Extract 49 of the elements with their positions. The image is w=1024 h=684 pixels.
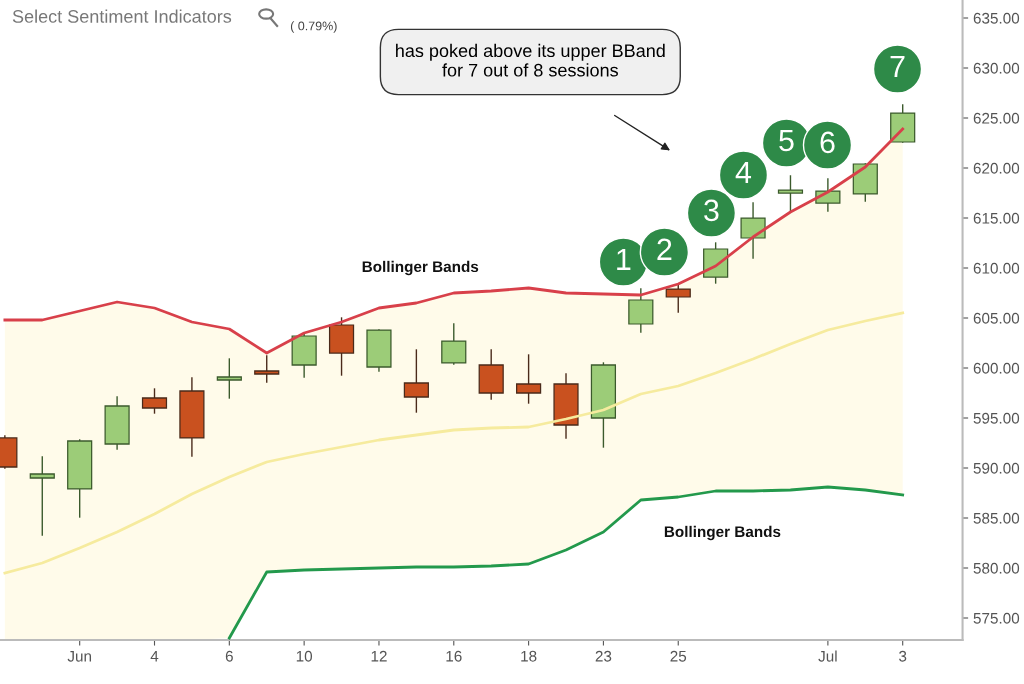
candlestick <box>141 388 168 414</box>
x-tick-label: 3 <box>899 650 907 662</box>
candlestick <box>441 323 467 365</box>
candlestick <box>628 288 654 333</box>
annotation: Bollinger Bands <box>362 260 479 276</box>
y-tick-label: 625.00 <box>973 112 1020 124</box>
y-tick-label: 605.00 <box>973 312 1020 324</box>
y-tick-label: 620.00 <box>973 162 1020 174</box>
annotation: 3 <box>704 199 719 222</box>
annotation: 2 <box>657 238 672 260</box>
annotation: Bollinger Bands <box>664 525 781 541</box>
x-tick-label: Jun <box>67 650 92 662</box>
candlestick <box>777 175 804 213</box>
candlestick <box>665 283 691 313</box>
annotation: ( 0.79%) <box>290 21 337 33</box>
candlestick <box>516 354 542 404</box>
y-tick-label: 580.00 <box>973 562 1020 574</box>
x-tick-label: 4 <box>150 650 159 662</box>
annotation: 4 <box>735 161 752 183</box>
y-tick-label: 610.00 <box>973 262 1020 274</box>
y-tick-label: 590.00 <box>973 462 1020 474</box>
x-tick-label: 12 <box>371 650 387 662</box>
y-tick-label: 615.00 <box>973 212 1020 224</box>
candlestick <box>403 349 429 413</box>
line-series <box>3 311 905 575</box>
x-tick-label: 25 <box>670 650 687 662</box>
x-tick-label: 6 <box>225 650 233 662</box>
annotation: has poked above its upper BBand for 7 out of 8 sessions <box>396 43 665 77</box>
line-series <box>227 485 905 640</box>
y-tick-label: 575.00 <box>973 612 1020 624</box>
annotation: 1 <box>617 248 631 270</box>
x-tick-label: 23 <box>595 650 612 662</box>
annotation: 6 <box>820 131 835 154</box>
x-tick-label: 16 <box>446 650 462 662</box>
annotation: 7 <box>890 55 905 77</box>
x-tick-label: 18 <box>521 650 537 662</box>
candlestick <box>29 456 55 536</box>
y-tick-label: 595.00 <box>973 412 1020 424</box>
x-tick-label: 10 <box>296 650 313 662</box>
candlestick <box>254 355 280 383</box>
chart-title: Select Sentiment Indicators <box>12 9 232 23</box>
y-tick-label: 585.00 <box>973 512 1020 524</box>
annotation: 5 <box>779 129 794 152</box>
y-tick-label: 600.00 <box>973 362 1020 374</box>
candlestick <box>216 358 242 399</box>
y-tick-label: 635.00 <box>973 12 1020 24</box>
x-tick-label: Jul <box>818 650 837 662</box>
candlestick <box>740 202 766 259</box>
y-tick-label: 630.00 <box>973 62 1020 74</box>
